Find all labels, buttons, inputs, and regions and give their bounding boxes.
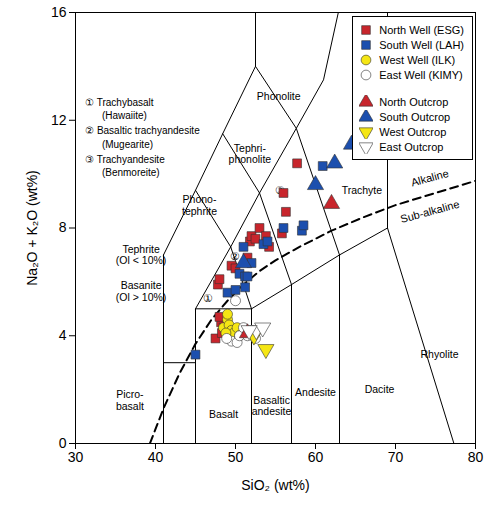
svg-text:Basanite(Ol > 10%): Basanite(Ol > 10%): [116, 279, 166, 303]
svg-text:16: 16: [51, 4, 67, 20]
svg-text:Phono-tephrite: Phono-tephrite: [182, 193, 217, 217]
svg-text:Basalt: Basalt: [209, 408, 238, 420]
svg-text:(Hawaiite): (Hawaiite): [102, 110, 147, 121]
svg-text:SiO₂ (wt%): SiO₂ (wt%): [241, 477, 309, 493]
svg-text:40: 40: [148, 449, 164, 465]
html-text:West Outcrop: West Outcrop: [379, 125, 447, 138]
svg-text:Alkaline: Alkaline: [410, 167, 450, 189]
html-text:East Well (KIMY): East Well (KIMY): [379, 68, 463, 81]
svg-text:(Mugearite): (Mugearite): [102, 139, 153, 150]
svg-text:Trachyte: Trachyte: [342, 184, 383, 196]
html-text:North Well (ESG): North Well (ESG): [379, 23, 464, 36]
svg-text:Sub-alkaline: Sub-alkaline: [399, 198, 461, 225]
svg-text:②: ②: [230, 250, 240, 262]
html-text:South Outcrop: South Outcrop: [379, 110, 451, 123]
svg-text:Rhyolite: Rhyolite: [421, 348, 459, 360]
html-text:East Outcrop: East Outcrop: [379, 140, 444, 153]
svg-text:Dacite: Dacite: [365, 383, 395, 395]
svg-text:③ Trachyandesite: ③ Trachyandesite: [85, 154, 165, 165]
svg-text:Phonolite: Phonolite: [257, 90, 301, 102]
svg-text:60: 60: [308, 449, 324, 465]
svg-text:80: 80: [468, 449, 484, 465]
svg-text:(Benmoreite): (Benmoreite): [102, 167, 160, 178]
svg-text:Andesite: Andesite: [295, 386, 336, 398]
svg-text:Na₂O + K₂O (wt%): Na₂O + K₂O (wt%): [24, 170, 40, 286]
svg-text:Tephrite(Ol < 10%): Tephrite(Ol < 10%): [116, 243, 166, 267]
svg-text:8: 8: [59, 219, 67, 235]
svg-text:Picro-basalt: Picro-basalt: [116, 388, 144, 412]
svg-text:70: 70: [388, 449, 404, 465]
svg-text:0: 0: [59, 435, 67, 451]
svg-text:① Trachybasalt: ① Trachybasalt: [85, 97, 154, 108]
html-text:West Well (ILK): West Well (ILK): [379, 53, 456, 66]
html-text:South Well (LAH): South Well (LAH): [379, 38, 464, 51]
svg-text:Tephri-phonolite: Tephri-phonolite: [229, 142, 272, 166]
svg-text:30: 30: [68, 449, 84, 465]
svg-text:50: 50: [228, 449, 244, 465]
svg-text:Basalticandesite: Basalticandesite: [252, 394, 292, 418]
html-text:North Outcrop: North Outcrop: [379, 95, 449, 108]
svg-text:4: 4: [59, 327, 67, 343]
svg-text:①: ①: [203, 292, 213, 304]
svg-text:② Basaltic trachyandesite: ② Basaltic trachyandesite: [85, 125, 200, 136]
svg-text:12: 12: [51, 112, 67, 128]
